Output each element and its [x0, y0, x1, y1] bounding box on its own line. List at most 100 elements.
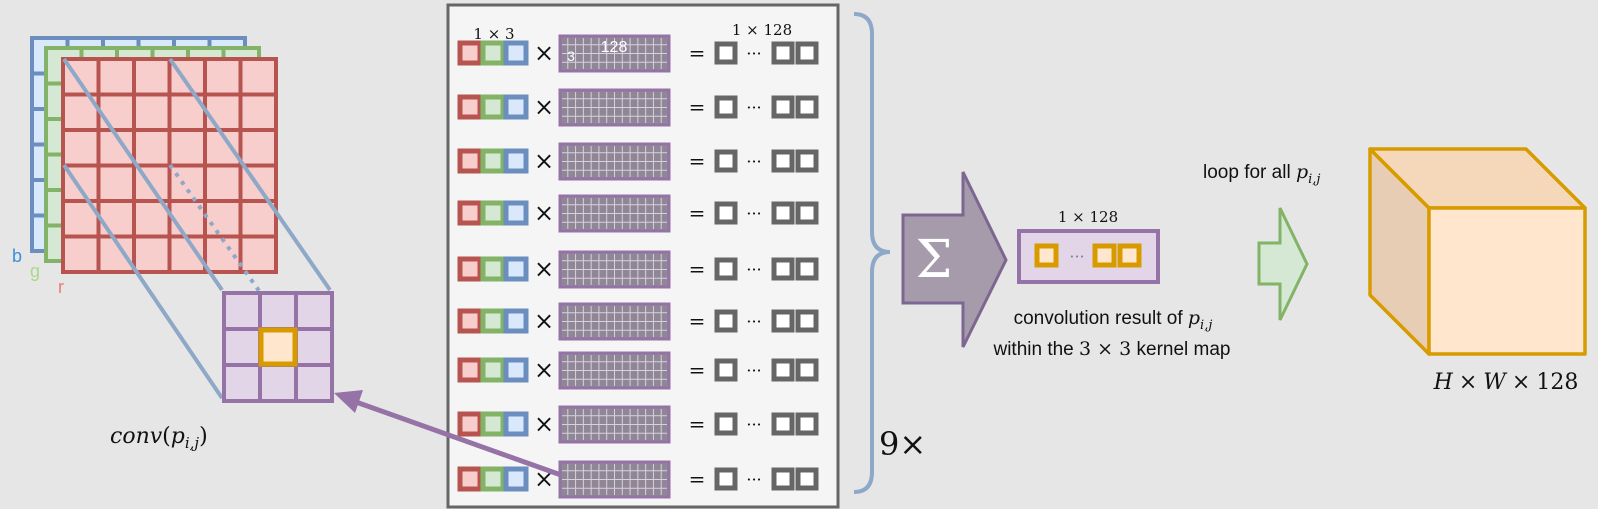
pixel-blue-value	[503, 148, 529, 174]
matrix-row: × = ···	[457, 405, 819, 444]
backprojection-arrow-head	[334, 390, 363, 413]
pixel-red-value	[457, 148, 483, 174]
equals-symbol: =	[689, 95, 706, 119]
equals-symbol: =	[689, 358, 706, 382]
output-cell	[714, 41, 738, 65]
conv-label-open: (	[162, 424, 171, 449]
output-ellipsis: ···	[746, 152, 761, 171]
pixel-red-value	[457, 466, 483, 492]
equals-symbol: =	[689, 201, 706, 225]
output-cell	[795, 412, 819, 436]
weight-rows-label: 3	[567, 48, 575, 64]
matrix-row: × = ···	[457, 302, 819, 341]
output-cell	[771, 41, 795, 65]
equals-symbol: =	[689, 467, 706, 491]
times-symbol: ×	[534, 410, 554, 438]
matrix-row: × = ···	[457, 351, 819, 390]
output-shape-channels: 128	[1536, 370, 1578, 395]
output-cell	[714, 257, 738, 281]
channel-label-r: r	[58, 277, 64, 297]
matrix-row: × = ···	[457, 250, 819, 289]
output-cell	[795, 309, 819, 333]
result-dim-label: 1 × 128	[1058, 208, 1118, 226]
times-symbol: ×	[534, 255, 554, 283]
pixel-red-value	[457, 94, 483, 120]
result-caption-math: 3 × 3	[1079, 338, 1131, 360]
pixel-green-value	[480, 148, 506, 174]
output-cell	[795, 149, 819, 173]
output-ellipsis: ···	[746, 470, 761, 489]
matrix-row: × = ···	[457, 142, 819, 181]
pixel-red-value	[457, 308, 483, 334]
loop-label: loop for all pi,j	[1203, 161, 1320, 187]
output-shape-h: H	[1433, 370, 1454, 395]
receptive-field-projection	[62, 57, 332, 400]
output-shape-times-1: ×	[1459, 370, 1477, 395]
conv-label-close: )	[199, 424, 208, 449]
output-ellipsis: ···	[746, 260, 761, 279]
output-cell	[795, 41, 819, 65]
times-symbol: ×	[534, 356, 554, 384]
projection-line-top-left	[62, 57, 224, 292]
backprojection-arrow	[334, 390, 562, 478]
result-cell	[1092, 243, 1117, 268]
output-cell	[714, 201, 738, 225]
result-ellipsis: ···	[1069, 247, 1084, 266]
output-cell	[771, 201, 795, 225]
result-cell	[1117, 243, 1142, 268]
matrix-row: × 3 128 = ···	[457, 34, 819, 73]
output-dim-label: 1 × 128	[732, 21, 792, 39]
input-channel-stack: b g r	[12, 36, 278, 297]
result-cell	[1034, 243, 1059, 268]
times-symbol: ×	[534, 39, 554, 67]
output-cell	[771, 412, 795, 436]
kernel-map-3x3	[222, 291, 334, 403]
backprojection-arrow-shaft	[355, 399, 562, 478]
matrix-row: × = ···	[457, 460, 819, 499]
equals-symbol: =	[689, 149, 706, 173]
projection-line-bottom-left	[62, 163, 224, 400]
projection-line-top-right	[168, 57, 332, 292]
channel-label-g: g	[30, 261, 40, 281]
result-caption-text: convolution result of	[1014, 308, 1188, 329]
projection-line-dotted	[168, 163, 264, 297]
channel-label-b: b	[12, 246, 22, 266]
matrix-row: × = ···	[457, 88, 819, 127]
pixel-dim-label: 1 × 3	[473, 25, 514, 43]
loop-label-text: loop for all	[1203, 162, 1296, 183]
matrix-row: × = ···	[457, 194, 819, 233]
pixel-blue-value	[503, 200, 529, 226]
pixel-blue-value	[503, 466, 529, 492]
pixel-blue-value	[503, 308, 529, 334]
output-cell	[714, 149, 738, 173]
pixel-green-value	[480, 200, 506, 226]
output-cell	[771, 467, 795, 491]
output-cell	[714, 358, 738, 382]
equals-symbol: =	[689, 257, 706, 281]
output-cell	[795, 201, 819, 225]
output-cube-front-face	[1427, 206, 1587, 356]
times-symbol: ×	[534, 199, 554, 227]
loop-label-sub: i,j	[1308, 172, 1320, 187]
times-symbol: ×	[534, 147, 554, 175]
pixel-red-value	[457, 256, 483, 282]
output-ellipsis: ···	[746, 98, 761, 117]
loop-arrow	[1257, 207, 1309, 321]
output-cell	[714, 95, 738, 119]
pixel-red-value	[457, 411, 483, 437]
pixel-green-value	[480, 94, 506, 120]
pixel-blue-value	[503, 411, 529, 437]
pixel-green-value	[480, 466, 506, 492]
conv-label-main: conv	[110, 424, 163, 449]
output-cell	[771, 149, 795, 173]
times-symbol: ×	[534, 307, 554, 335]
output-shape-label: H × W × 128	[1433, 370, 1579, 395]
pixel-blue-value	[503, 40, 529, 66]
result-caption-line2: within the 3 × 3 kernel map	[992, 338, 1230, 360]
pixel-blue-value	[503, 94, 529, 120]
loop-label-var: p	[1296, 161, 1308, 183]
conv-label-var: p	[171, 424, 185, 449]
output-ellipsis: ···	[746, 312, 761, 331]
times-symbol: ×	[534, 93, 554, 121]
